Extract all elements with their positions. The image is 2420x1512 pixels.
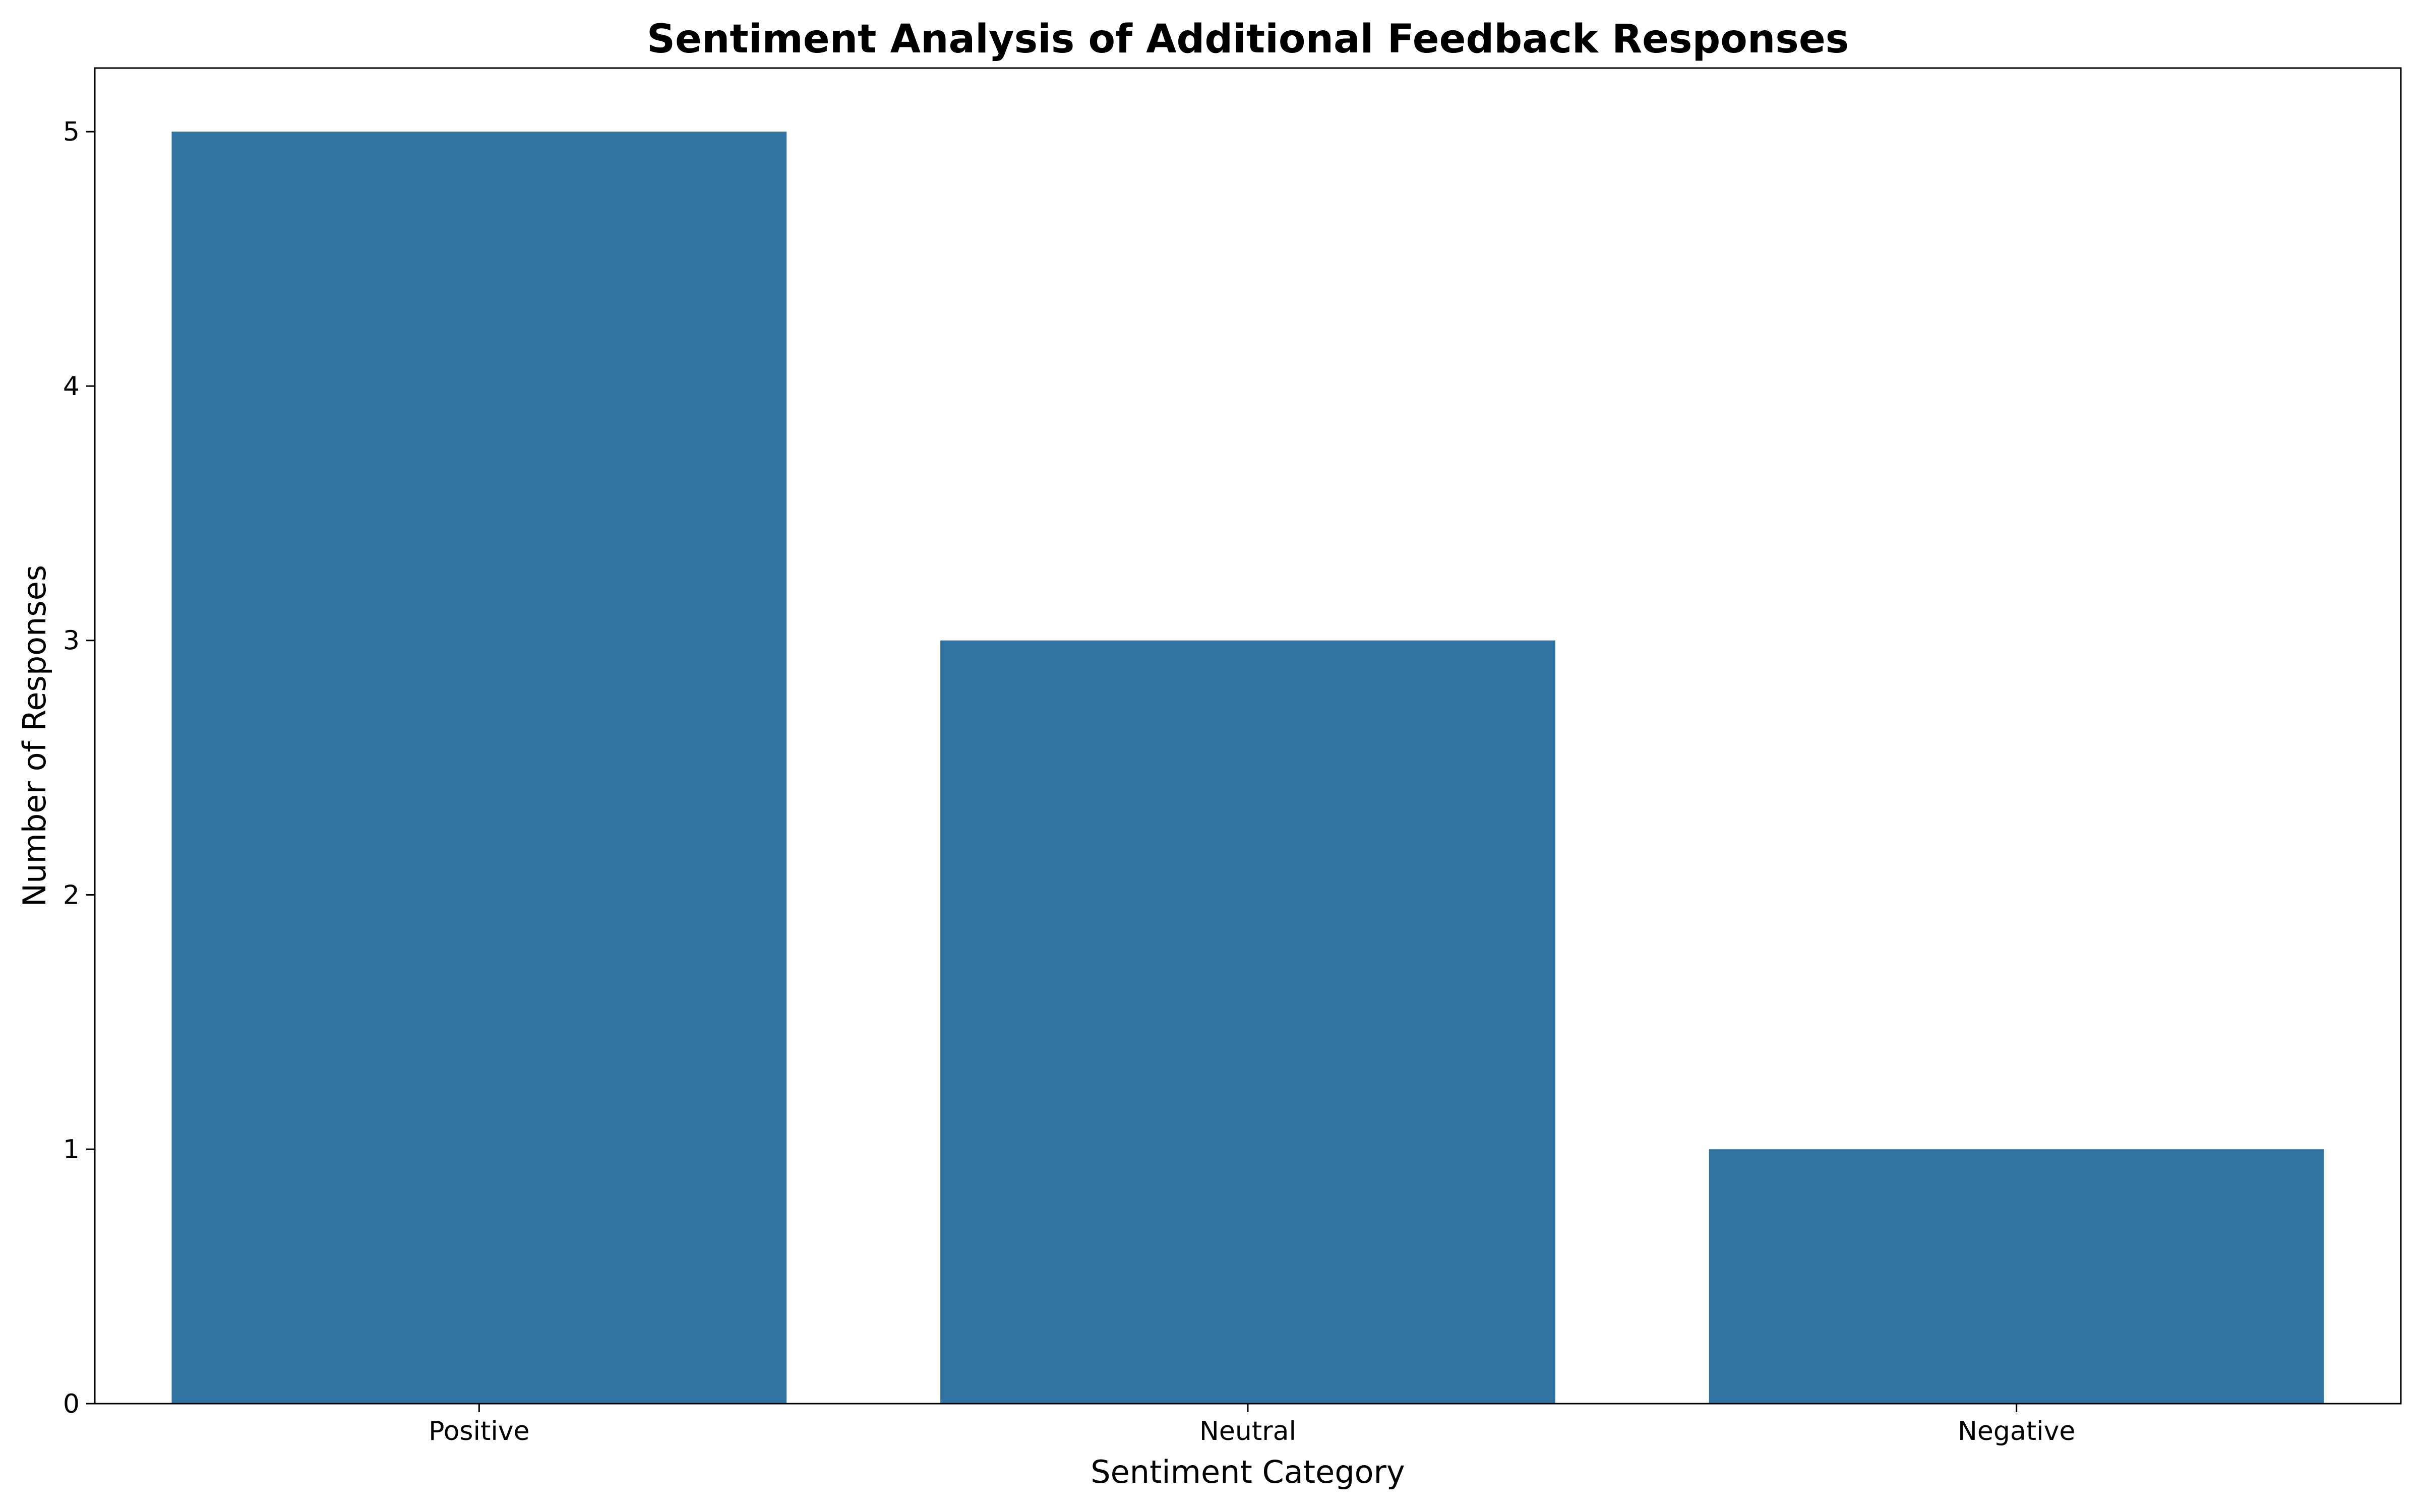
plot-area: Positive Neutral Negative 0 1 2 3 4 5 (63, 67, 2402, 1446)
y-tick-label: 1 (63, 1135, 80, 1165)
bar-positive (171, 132, 787, 1404)
bar-negative (1709, 1149, 2324, 1404)
y-tick-label: 4 (63, 371, 80, 402)
y-tick-label: 5 (63, 117, 80, 147)
x-tick-label: Positive (429, 1416, 529, 1446)
bar-neutral (940, 640, 1555, 1404)
y-tick-label: 0 (63, 1389, 80, 1419)
x-tick-label: Neutral (1199, 1416, 1296, 1446)
x-axis-label: Sentiment Category (1091, 1454, 1405, 1490)
y-axis-label: Number of Responses (16, 565, 53, 907)
x-tick-label: Negative (1958, 1416, 2075, 1446)
y-tick-label: 3 (63, 626, 80, 656)
y-tick-label: 2 (63, 880, 80, 910)
chart-title: Sentiment Analysis of Additional Feedbac… (647, 17, 1849, 62)
